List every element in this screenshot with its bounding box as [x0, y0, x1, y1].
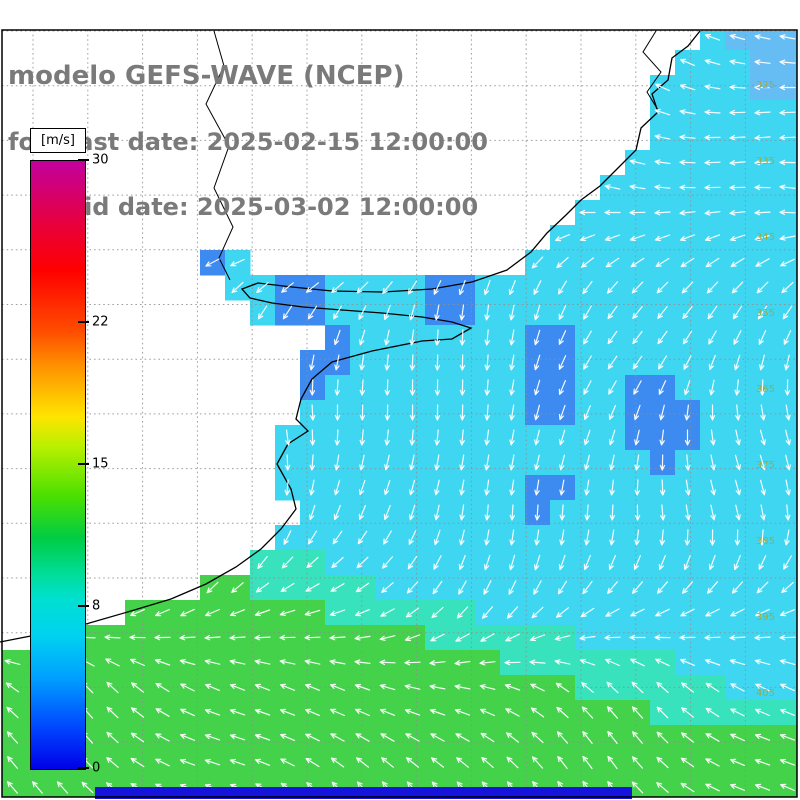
grid-edge-label: 355	[756, 308, 775, 319]
grid-edge-label: 335	[756, 156, 775, 167]
grid-edge-labels: 325 335 345 355 365 375 385 395 405	[756, 80, 775, 699]
grid-edge-label: 365	[756, 384, 775, 395]
legend-tick-label: 8	[92, 598, 101, 614]
wave-field-cells	[2, 31, 797, 797]
grid-edge-label: 395	[756, 612, 775, 623]
legend-tick-mark	[78, 159, 89, 161]
bottom-blue-bar	[95, 787, 632, 799]
grid-edge-label: 345	[756, 232, 775, 243]
legend-tick-label: 22	[92, 314, 109, 330]
inland-border-line	[642, 30, 662, 111]
wave-direction-arrows	[4, 33, 796, 795]
grid-edge-label: 385	[756, 536, 775, 547]
grid-edge-label: 375	[756, 460, 775, 471]
map-frame	[1, 29, 798, 798]
coastline-path	[0, 30, 701, 643]
legend-gradient-bar	[30, 160, 86, 770]
legend-tick-mark	[78, 321, 89, 324]
grid-edge-label: 325	[756, 80, 775, 91]
legend-tick-label: 15	[92, 456, 109, 472]
legend-tick-mark	[78, 767, 89, 769]
inland-border-line	[205, 30, 234, 281]
legend-tick-mark	[78, 463, 89, 465]
legend-tick-label: 0	[92, 760, 101, 776]
color-scale-legend: [m/s] 30 22 15 8 0	[30, 128, 109, 776]
legend-tick-label: 30	[92, 152, 109, 168]
legend-tick-mark	[78, 604, 89, 607]
legend-unit-label: [m/s]	[30, 128, 86, 153]
grid-edge-label: 405	[756, 688, 775, 699]
